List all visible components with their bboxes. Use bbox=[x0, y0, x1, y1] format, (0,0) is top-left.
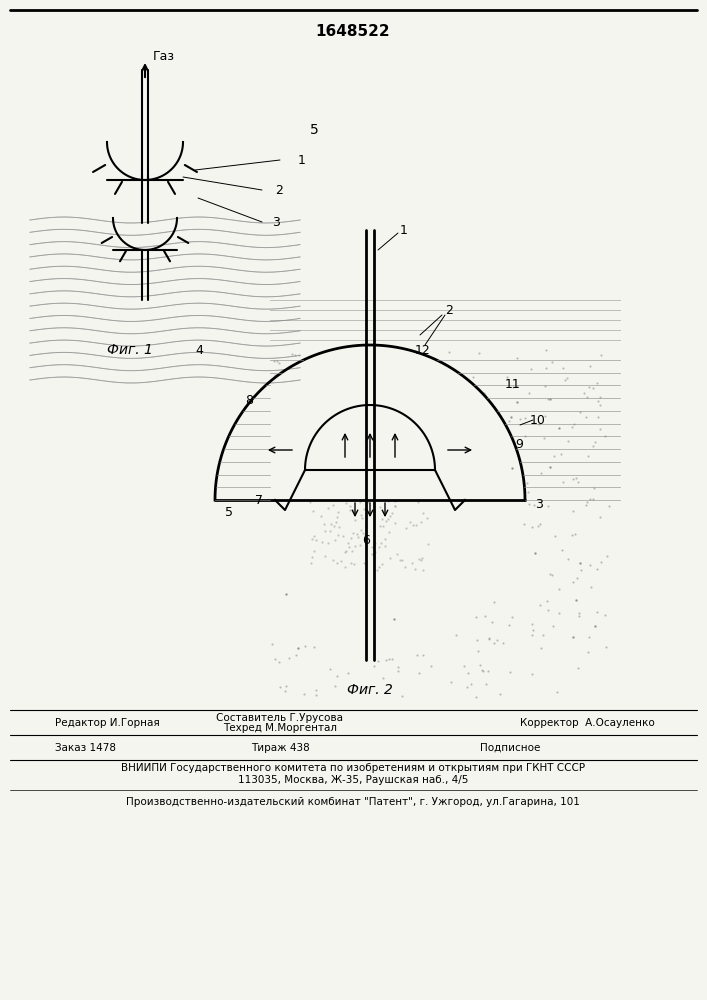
Text: Фиг. 1: Фиг. 1 bbox=[107, 343, 153, 357]
Text: Редактор И.Горная: Редактор И.Горная bbox=[55, 718, 160, 728]
Text: Подписное: Подписное bbox=[480, 743, 540, 753]
Text: Газ: Газ bbox=[153, 50, 175, 64]
Text: 1648522: 1648522 bbox=[316, 24, 390, 39]
Text: 8: 8 bbox=[245, 393, 253, 406]
Text: 10: 10 bbox=[530, 414, 546, 426]
Text: 12: 12 bbox=[415, 344, 431, 357]
Text: 1: 1 bbox=[298, 153, 306, 166]
Text: 4: 4 bbox=[195, 344, 203, 357]
Text: 5: 5 bbox=[225, 506, 233, 518]
Text: ВНИИПИ Государственного комитета по изобретениям и открытиям при ГКНТ СССР: ВНИИПИ Государственного комитета по изоб… bbox=[121, 763, 585, 773]
Text: 7: 7 bbox=[255, 493, 263, 506]
Text: 2: 2 bbox=[275, 184, 283, 196]
Text: 2: 2 bbox=[445, 304, 453, 316]
Text: Тираж 438: Тираж 438 bbox=[250, 743, 310, 753]
Text: 6: 6 bbox=[362, 534, 370, 546]
Text: Фиг. 2: Фиг. 2 bbox=[347, 683, 393, 697]
Text: 3: 3 bbox=[272, 216, 280, 229]
Text: 11: 11 bbox=[505, 378, 521, 391]
Text: Корректор  А.Осауленко: Корректор А.Осауленко bbox=[520, 718, 655, 728]
Text: 9: 9 bbox=[515, 438, 523, 452]
Text: 1: 1 bbox=[400, 224, 408, 236]
Text: 3: 3 bbox=[535, 498, 543, 512]
Text: 113035, Москва, Ж-35, Раушская наб., 4/5: 113035, Москва, Ж-35, Раушская наб., 4/5 bbox=[238, 775, 468, 785]
Text: Техред М.Моргентал: Техред М.Моргентал bbox=[223, 723, 337, 733]
Text: Заказ 1478: Заказ 1478 bbox=[55, 743, 116, 753]
Text: Производственно-издательский комбинат "Патент", г. Ужгород, ул.Гагарина, 101: Производственно-издательский комбинат "П… bbox=[126, 797, 580, 807]
Text: 5: 5 bbox=[310, 123, 319, 137]
Text: Составитель Г.Урусова: Составитель Г.Урусова bbox=[216, 713, 344, 723]
